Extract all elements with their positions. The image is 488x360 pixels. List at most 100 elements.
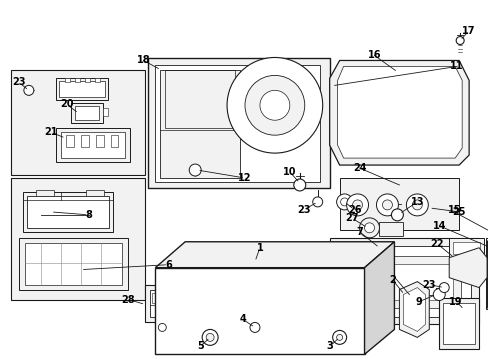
- Bar: [94, 78, 100, 82]
- Bar: [27, 196, 108, 228]
- Bar: [165, 71, 235, 128]
- Polygon shape: [448, 248, 486, 288]
- Circle shape: [249, 323, 260, 332]
- Text: 1: 1: [256, 243, 263, 253]
- Bar: [452, 242, 479, 254]
- Circle shape: [293, 179, 305, 191]
- Polygon shape: [337, 67, 461, 158]
- Text: 26: 26: [347, 205, 361, 215]
- Circle shape: [406, 194, 427, 216]
- Text: 25: 25: [451, 207, 465, 217]
- Bar: [71, 103, 102, 123]
- Text: 23: 23: [422, 280, 435, 289]
- Text: 9: 9: [415, 297, 422, 306]
- Circle shape: [376, 194, 398, 216]
- Circle shape: [189, 164, 201, 176]
- Polygon shape: [155, 242, 394, 268]
- Text: 21: 21: [44, 127, 58, 137]
- Circle shape: [432, 289, 444, 301]
- Polygon shape: [442, 302, 474, 345]
- Circle shape: [206, 333, 214, 341]
- Text: 10: 10: [283, 167, 296, 177]
- Text: 8: 8: [85, 210, 92, 220]
- Bar: [65, 135, 74, 147]
- Bar: [81, 135, 88, 147]
- Bar: [379, 222, 403, 236]
- Bar: [95, 135, 103, 147]
- Circle shape: [336, 334, 342, 340]
- Polygon shape: [337, 246, 470, 318]
- Polygon shape: [438, 298, 478, 349]
- Text: 13: 13: [410, 197, 423, 207]
- Bar: [23, 192, 112, 232]
- Polygon shape: [155, 268, 364, 354]
- Bar: [56, 128, 130, 162]
- Bar: [84, 78, 89, 82]
- Text: 17: 17: [462, 26, 475, 36]
- Circle shape: [390, 209, 403, 221]
- Text: 24: 24: [352, 163, 366, 173]
- Circle shape: [226, 58, 322, 153]
- Text: 28: 28: [122, 294, 135, 305]
- Text: 27: 27: [344, 213, 358, 223]
- Polygon shape: [155, 66, 319, 182]
- Circle shape: [455, 37, 463, 45]
- Circle shape: [340, 198, 348, 206]
- Text: 14: 14: [431, 221, 445, 231]
- Circle shape: [438, 283, 448, 293]
- Bar: [168, 280, 352, 347]
- Bar: [56, 78, 107, 100]
- Text: 4: 4: [239, 314, 246, 324]
- Bar: [61, 132, 125, 158]
- Polygon shape: [329, 238, 478, 324]
- Text: 22: 22: [429, 239, 443, 249]
- Bar: [110, 135, 118, 147]
- Text: 16: 16: [367, 50, 381, 60]
- Circle shape: [332, 330, 346, 345]
- Circle shape: [359, 218, 379, 238]
- Bar: [448, 238, 483, 258]
- Bar: [64, 78, 69, 82]
- Bar: [59, 81, 104, 97]
- Bar: [145, 285, 183, 323]
- Bar: [19, 238, 128, 289]
- Bar: [152, 293, 162, 302]
- Polygon shape: [339, 178, 458, 230]
- Bar: [75, 106, 99, 120]
- Polygon shape: [403, 288, 425, 332]
- Text: 7: 7: [355, 227, 362, 237]
- Bar: [75, 78, 80, 82]
- Text: 11: 11: [449, 62, 463, 71]
- Circle shape: [346, 194, 368, 216]
- Text: 18: 18: [136, 55, 150, 66]
- Polygon shape: [148, 58, 329, 188]
- Circle shape: [158, 323, 166, 332]
- Bar: [36, 190, 54, 196]
- Text: 5: 5: [196, 341, 203, 351]
- Text: 6: 6: [164, 260, 171, 270]
- Polygon shape: [485, 238, 487, 310]
- Polygon shape: [11, 71, 145, 175]
- Polygon shape: [355, 264, 452, 300]
- Text: 15: 15: [447, 205, 460, 215]
- Polygon shape: [160, 71, 240, 178]
- Circle shape: [24, 85, 34, 95]
- Circle shape: [244, 75, 304, 135]
- Bar: [85, 190, 103, 196]
- Bar: [102, 108, 107, 116]
- Circle shape: [312, 197, 322, 207]
- Text: 23: 23: [296, 205, 310, 215]
- Circle shape: [260, 90, 289, 120]
- Bar: [150, 289, 178, 318]
- Text: 20: 20: [60, 99, 73, 109]
- Circle shape: [202, 329, 218, 345]
- Bar: [25, 243, 122, 285]
- Text: 3: 3: [325, 341, 332, 351]
- Polygon shape: [364, 242, 394, 354]
- Circle shape: [382, 200, 392, 210]
- Polygon shape: [399, 282, 428, 337]
- Bar: [165, 293, 175, 302]
- Circle shape: [336, 194, 352, 210]
- Circle shape: [364, 223, 374, 233]
- Text: 23: 23: [12, 77, 25, 87]
